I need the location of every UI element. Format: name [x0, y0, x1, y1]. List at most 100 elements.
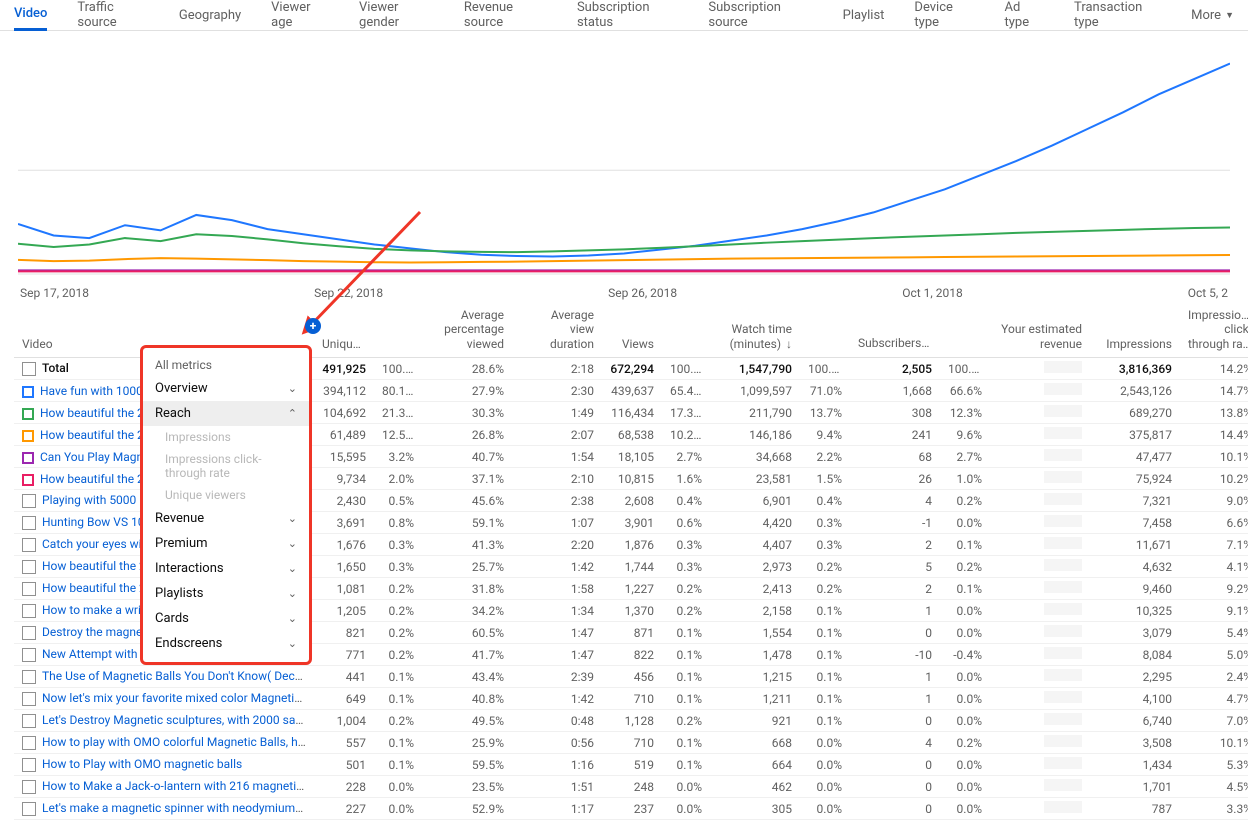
row-checkbox[interactable] — [22, 802, 36, 816]
cell-avg_dur: 2:18 — [512, 358, 602, 380]
cell-rev — [990, 556, 1090, 578]
cell-views: 2,608 — [602, 490, 662, 512]
row-checkbox[interactable] — [22, 670, 36, 684]
col-header-views[interactable]: Views — [602, 308, 662, 358]
tab-viewer-age[interactable]: Viewer age — [271, 0, 329, 31]
row-checkbox[interactable] — [22, 758, 36, 772]
row-checkbox[interactable] — [22, 516, 36, 530]
series-green — [18, 228, 1230, 253]
video-link[interactable]: How to Make a Jack-o-lantern with 216 ma… — [42, 779, 314, 793]
cell-views_pct: 0.3% — [662, 556, 710, 578]
col-header-watch[interactable]: Watch time(minutes) ↓ — [710, 308, 800, 358]
row-checkbox[interactable] — [22, 692, 36, 706]
cell-watch: 305 — [710, 798, 800, 820]
col-header-watch_pct[interactable] — [800, 308, 850, 358]
metric-group-reach[interactable]: Reach⌃ — [143, 401, 309, 426]
cell-uniq_pct: 12.5% — [374, 424, 422, 446]
cell-rev — [990, 688, 1090, 710]
tab-revenue-source[interactable]: Revenue source — [464, 0, 547, 31]
metric-group-cards[interactable]: Cards⌄ — [143, 606, 309, 631]
cell-watch_pct: 0.4% — [800, 490, 850, 512]
cell-views_pct: 0.3% — [662, 534, 710, 556]
metric-group-revenue[interactable]: Revenue⌄ — [143, 506, 309, 531]
metric-group-endscreens[interactable]: Endscreens⌄ — [143, 631, 309, 656]
tab-geography[interactable]: Geography — [179, 0, 241, 31]
col-header-imp[interactable]: Impressions — [1090, 308, 1180, 358]
tab-ad-type[interactable]: Ad type — [1005, 0, 1045, 31]
cell-views_pct: 0.1% — [662, 754, 710, 776]
col-header-uniq[interactable]: Unique viewers — [314, 308, 374, 358]
col-header-avg_dur[interactable]: Averageviewduration — [512, 308, 602, 358]
redacted-revenue — [1044, 691, 1082, 703]
cell-views_pct: 0.0% — [662, 798, 710, 820]
tab-device-type[interactable]: Device type — [914, 0, 974, 31]
cell-watch_pct: 0.0% — [800, 776, 850, 798]
cell-subs: 0 — [850, 754, 940, 776]
row-checkbox[interactable] — [22, 648, 36, 662]
cell-rev — [990, 358, 1090, 380]
cell-views_pct: 0.2% — [662, 600, 710, 622]
tab-subscription-source[interactable]: Subscription source — [708, 0, 812, 31]
row-checkbox[interactable] — [22, 626, 36, 640]
metric-group-playlists[interactable]: Playlists⌄ — [143, 581, 309, 606]
video-link[interactable]: Let's Destroy Magnetic sculptures, with … — [42, 713, 314, 727]
metric-group-interactions[interactable]: Interactions⌄ — [143, 556, 309, 581]
cell-subs_pct: 0.0% — [940, 512, 990, 534]
video-link[interactable]: Let's make a magnetic spinner with neody… — [42, 801, 314, 815]
row-checkbox[interactable] — [22, 736, 36, 750]
metric-option-impressions-click-through-rate[interactable]: Impressions click-through rate — [143, 448, 309, 484]
metric-option-unique-viewers[interactable]: Unique viewers — [143, 484, 309, 506]
tab-playlist[interactable]: Playlist — [843, 0, 885, 31]
cell-rev — [990, 666, 1090, 688]
tab-video[interactable]: Video — [14, 0, 47, 31]
cell-views: 68,538 — [602, 424, 662, 446]
metric-option-impressions[interactable]: Impressions — [143, 426, 309, 448]
video-link[interactable]: Now let's mix your favorite mixed color … — [42, 691, 314, 705]
cell-views: 3,901 — [602, 512, 662, 534]
cell-subs: 5 — [850, 556, 940, 578]
cell-subs: 1 — [850, 666, 940, 688]
cell-imp: 11,671 — [1090, 534, 1180, 556]
tab-subscription-status[interactable]: Subscription status — [577, 0, 678, 31]
col-header-rev[interactable]: Your estimatedrevenue — [990, 308, 1090, 358]
row-checkbox[interactable] — [22, 560, 36, 574]
cell-subs_pct: 0.1% — [940, 578, 990, 600]
tab-traffic-source[interactable]: Traffic source — [77, 0, 148, 31]
redacted-revenue — [1044, 427, 1082, 439]
cell-ctr: 4.1% — [1180, 556, 1248, 578]
cell-subs: 308 — [850, 402, 940, 424]
tab-viewer-gender[interactable]: Viewer gender — [359, 0, 434, 31]
title-cell: How to Play with OMO magnetic balls — [14, 754, 314, 776]
row-checkbox[interactable] — [22, 582, 36, 596]
metric-group-overview[interactable]: Overview⌄ — [143, 376, 309, 401]
cell-uniq: 104,692 — [314, 402, 374, 424]
col-header-subs_pct[interactable] — [940, 308, 990, 358]
cell-watch: 6,901 — [710, 490, 800, 512]
cell-views: 822 — [602, 644, 662, 666]
col-header-subs[interactable]: Subscribers ▲ — [850, 308, 940, 358]
cell-uniq_pct: 3.2% — [374, 446, 422, 468]
cell-views: 10,815 — [602, 468, 662, 490]
col-header-uniq_pct[interactable] — [374, 308, 422, 358]
col-header-ctr[interactable]: Impressionsclick-through rate — [1180, 308, 1248, 358]
cell-subs_pct: 0.0% — [940, 776, 990, 798]
metric-group-premium[interactable]: Premium⌄ — [143, 531, 309, 556]
cell-uniq: 228 — [314, 776, 374, 798]
row-checkbox[interactable] — [22, 714, 36, 728]
row-checkbox[interactable] — [22, 780, 36, 794]
row-checkbox[interactable] — [22, 604, 36, 618]
col-header-views_pct[interactable] — [662, 308, 710, 358]
row-checkbox[interactable] — [22, 494, 36, 508]
tab-more[interactable]: More ▼ — [1191, 0, 1234, 31]
chevron-down-icon: ⌄ — [288, 637, 297, 650]
video-link[interactable]: How to Play with OMO magnetic balls — [42, 757, 242, 771]
row-checkbox[interactable] — [22, 362, 36, 376]
col-header-avg_pct[interactable]: Averagepercentageviewed — [422, 308, 512, 358]
cell-imp: 3,816,369 — [1090, 358, 1180, 380]
row-checkbox[interactable] — [22, 538, 36, 552]
video-link[interactable]: The Use of Magnetic Balls You Don't Know… — [42, 669, 314, 683]
video-link[interactable]: How to play with OMO colorful Magnetic B… — [42, 735, 314, 749]
chevron-down-icon: ⌄ — [288, 512, 297, 525]
tab-transaction-type[interactable]: Transaction type — [1074, 0, 1161, 31]
redacted-revenue — [1044, 537, 1082, 549]
